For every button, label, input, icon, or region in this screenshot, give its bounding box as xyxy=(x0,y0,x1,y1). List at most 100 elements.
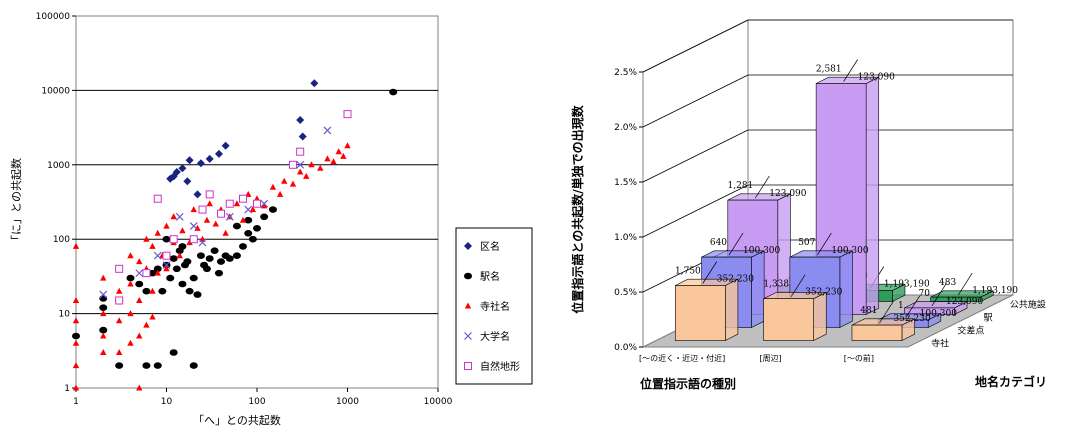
data-point-triangle xyxy=(72,362,80,369)
bar-side xyxy=(724,278,739,341)
y-tick-label: 1.0% xyxy=(614,233,637,243)
bar3d-chart-panel: 0.0%0.5%1.0%1.5%2.0%2.5%1,0781,193,1901,… xyxy=(548,0,1086,432)
legend-marker xyxy=(464,332,472,340)
data-point-triangle xyxy=(100,332,107,339)
data-point-circle xyxy=(268,206,277,213)
gridline xyxy=(642,184,749,238)
data-point-diamond xyxy=(298,132,307,141)
data-label-count: 1,750 xyxy=(675,267,701,277)
data-point-circle xyxy=(189,274,198,282)
data-point-circle xyxy=(244,230,253,237)
data-point-triangle xyxy=(115,287,123,294)
data-point-square xyxy=(198,205,207,214)
data-point-circle xyxy=(99,295,108,302)
data-point-triangle xyxy=(176,252,183,259)
data-point-triangle xyxy=(72,384,80,391)
y-tick-label: 0.0% xyxy=(614,343,637,353)
legend-label: 寺社名 xyxy=(480,300,510,313)
legend-label: 駅名 xyxy=(480,270,500,283)
data-point-circle xyxy=(202,265,211,273)
data-point-circle xyxy=(126,274,135,282)
data-point-circle xyxy=(172,265,181,273)
data-label-total: 123,090 xyxy=(769,189,806,199)
data-point-square xyxy=(296,147,305,156)
data-point-triangle xyxy=(127,252,134,259)
data-point-diamond xyxy=(214,149,223,158)
data-point-triangle xyxy=(154,269,161,276)
data-point-triangle xyxy=(276,190,284,197)
data-point-circle xyxy=(178,243,187,250)
legend-label: 区名 xyxy=(480,240,500,253)
data-point-circle xyxy=(169,255,178,262)
data-point-circle xyxy=(142,362,151,369)
legend-marker xyxy=(464,302,472,309)
data-point-square xyxy=(153,194,162,203)
data-point-triangle xyxy=(186,239,193,246)
depth-category-label: 交差点 xyxy=(957,325,984,337)
data-point-circle xyxy=(238,243,247,250)
data-point-x xyxy=(153,251,162,260)
depth-category-label: 駅 xyxy=(984,313,993,324)
data-point-triangle xyxy=(330,158,337,165)
data-point-circle xyxy=(248,235,257,243)
data-point-triangle xyxy=(203,216,211,223)
data-label-total: 123,090 xyxy=(858,73,895,83)
data-label-count: 70 xyxy=(919,289,931,299)
depth-category-label: 公共施設 xyxy=(1010,299,1046,311)
data-point-circle xyxy=(232,252,241,260)
data-label-count: 483 xyxy=(939,278,956,288)
data-point-triangle xyxy=(149,287,156,294)
data-point-triangle xyxy=(269,183,277,190)
data-point-triangle xyxy=(136,258,143,265)
data-point-triangle xyxy=(149,242,156,249)
data-point-triangle xyxy=(335,148,342,155)
y-tick-label: 1.5% xyxy=(614,178,637,188)
data-point-triangle xyxy=(143,321,150,328)
data-label-leader xyxy=(728,232,744,256)
data-point-diamond xyxy=(185,156,194,165)
data-label-total: 352,230 xyxy=(893,314,930,324)
data-point-triangle xyxy=(194,224,201,231)
data-point-triangle xyxy=(281,177,288,184)
data-point-diamond xyxy=(193,190,202,199)
data-point-triangle xyxy=(260,202,268,209)
data-point-x xyxy=(175,212,184,221)
data-label-total: 123,090 xyxy=(946,297,983,307)
data-point-triangle xyxy=(154,229,161,236)
data-point-circle xyxy=(253,225,261,232)
data-label-count: 1,281 xyxy=(728,181,754,191)
data-point-triangle xyxy=(324,155,331,162)
data-point-triangle xyxy=(72,317,80,324)
data-point-circle xyxy=(244,216,253,224)
data-point-x xyxy=(244,205,253,214)
x-axis-label: 「へ」との共起数 xyxy=(193,414,281,427)
data-point-square xyxy=(343,110,352,119)
data-point-square xyxy=(253,199,261,208)
data-point-circle xyxy=(214,269,223,277)
data-point-triangle xyxy=(233,200,241,207)
data-point-circle xyxy=(196,252,205,260)
data-point-triangle xyxy=(127,280,134,287)
data-point-triangle xyxy=(308,161,315,168)
data-label-leader xyxy=(790,274,806,297)
data-point-circle xyxy=(153,362,162,369)
data-label-leader xyxy=(817,232,832,256)
data-point-triangle xyxy=(143,235,150,242)
data-point-triangle xyxy=(72,296,80,303)
data-point-square xyxy=(216,209,225,218)
data-point-square xyxy=(205,190,214,199)
y-tick-label: 2.5% xyxy=(614,68,637,78)
y-tick-label: 1000 xyxy=(47,161,70,171)
bar xyxy=(763,298,814,341)
data-point-triangle xyxy=(115,349,123,356)
data-point-circle xyxy=(178,280,187,288)
x-tick-label: 10000 xyxy=(424,397,453,407)
x-category-label: [周辺] xyxy=(759,354,781,363)
data-point-x xyxy=(323,126,332,135)
data-point-square xyxy=(289,160,298,169)
data-label-leader xyxy=(957,272,973,296)
data-label-leader xyxy=(843,59,858,82)
y-tick-label: 10 xyxy=(59,310,71,320)
x-tick-label: 100 xyxy=(248,397,265,407)
legend-marker xyxy=(464,242,472,250)
